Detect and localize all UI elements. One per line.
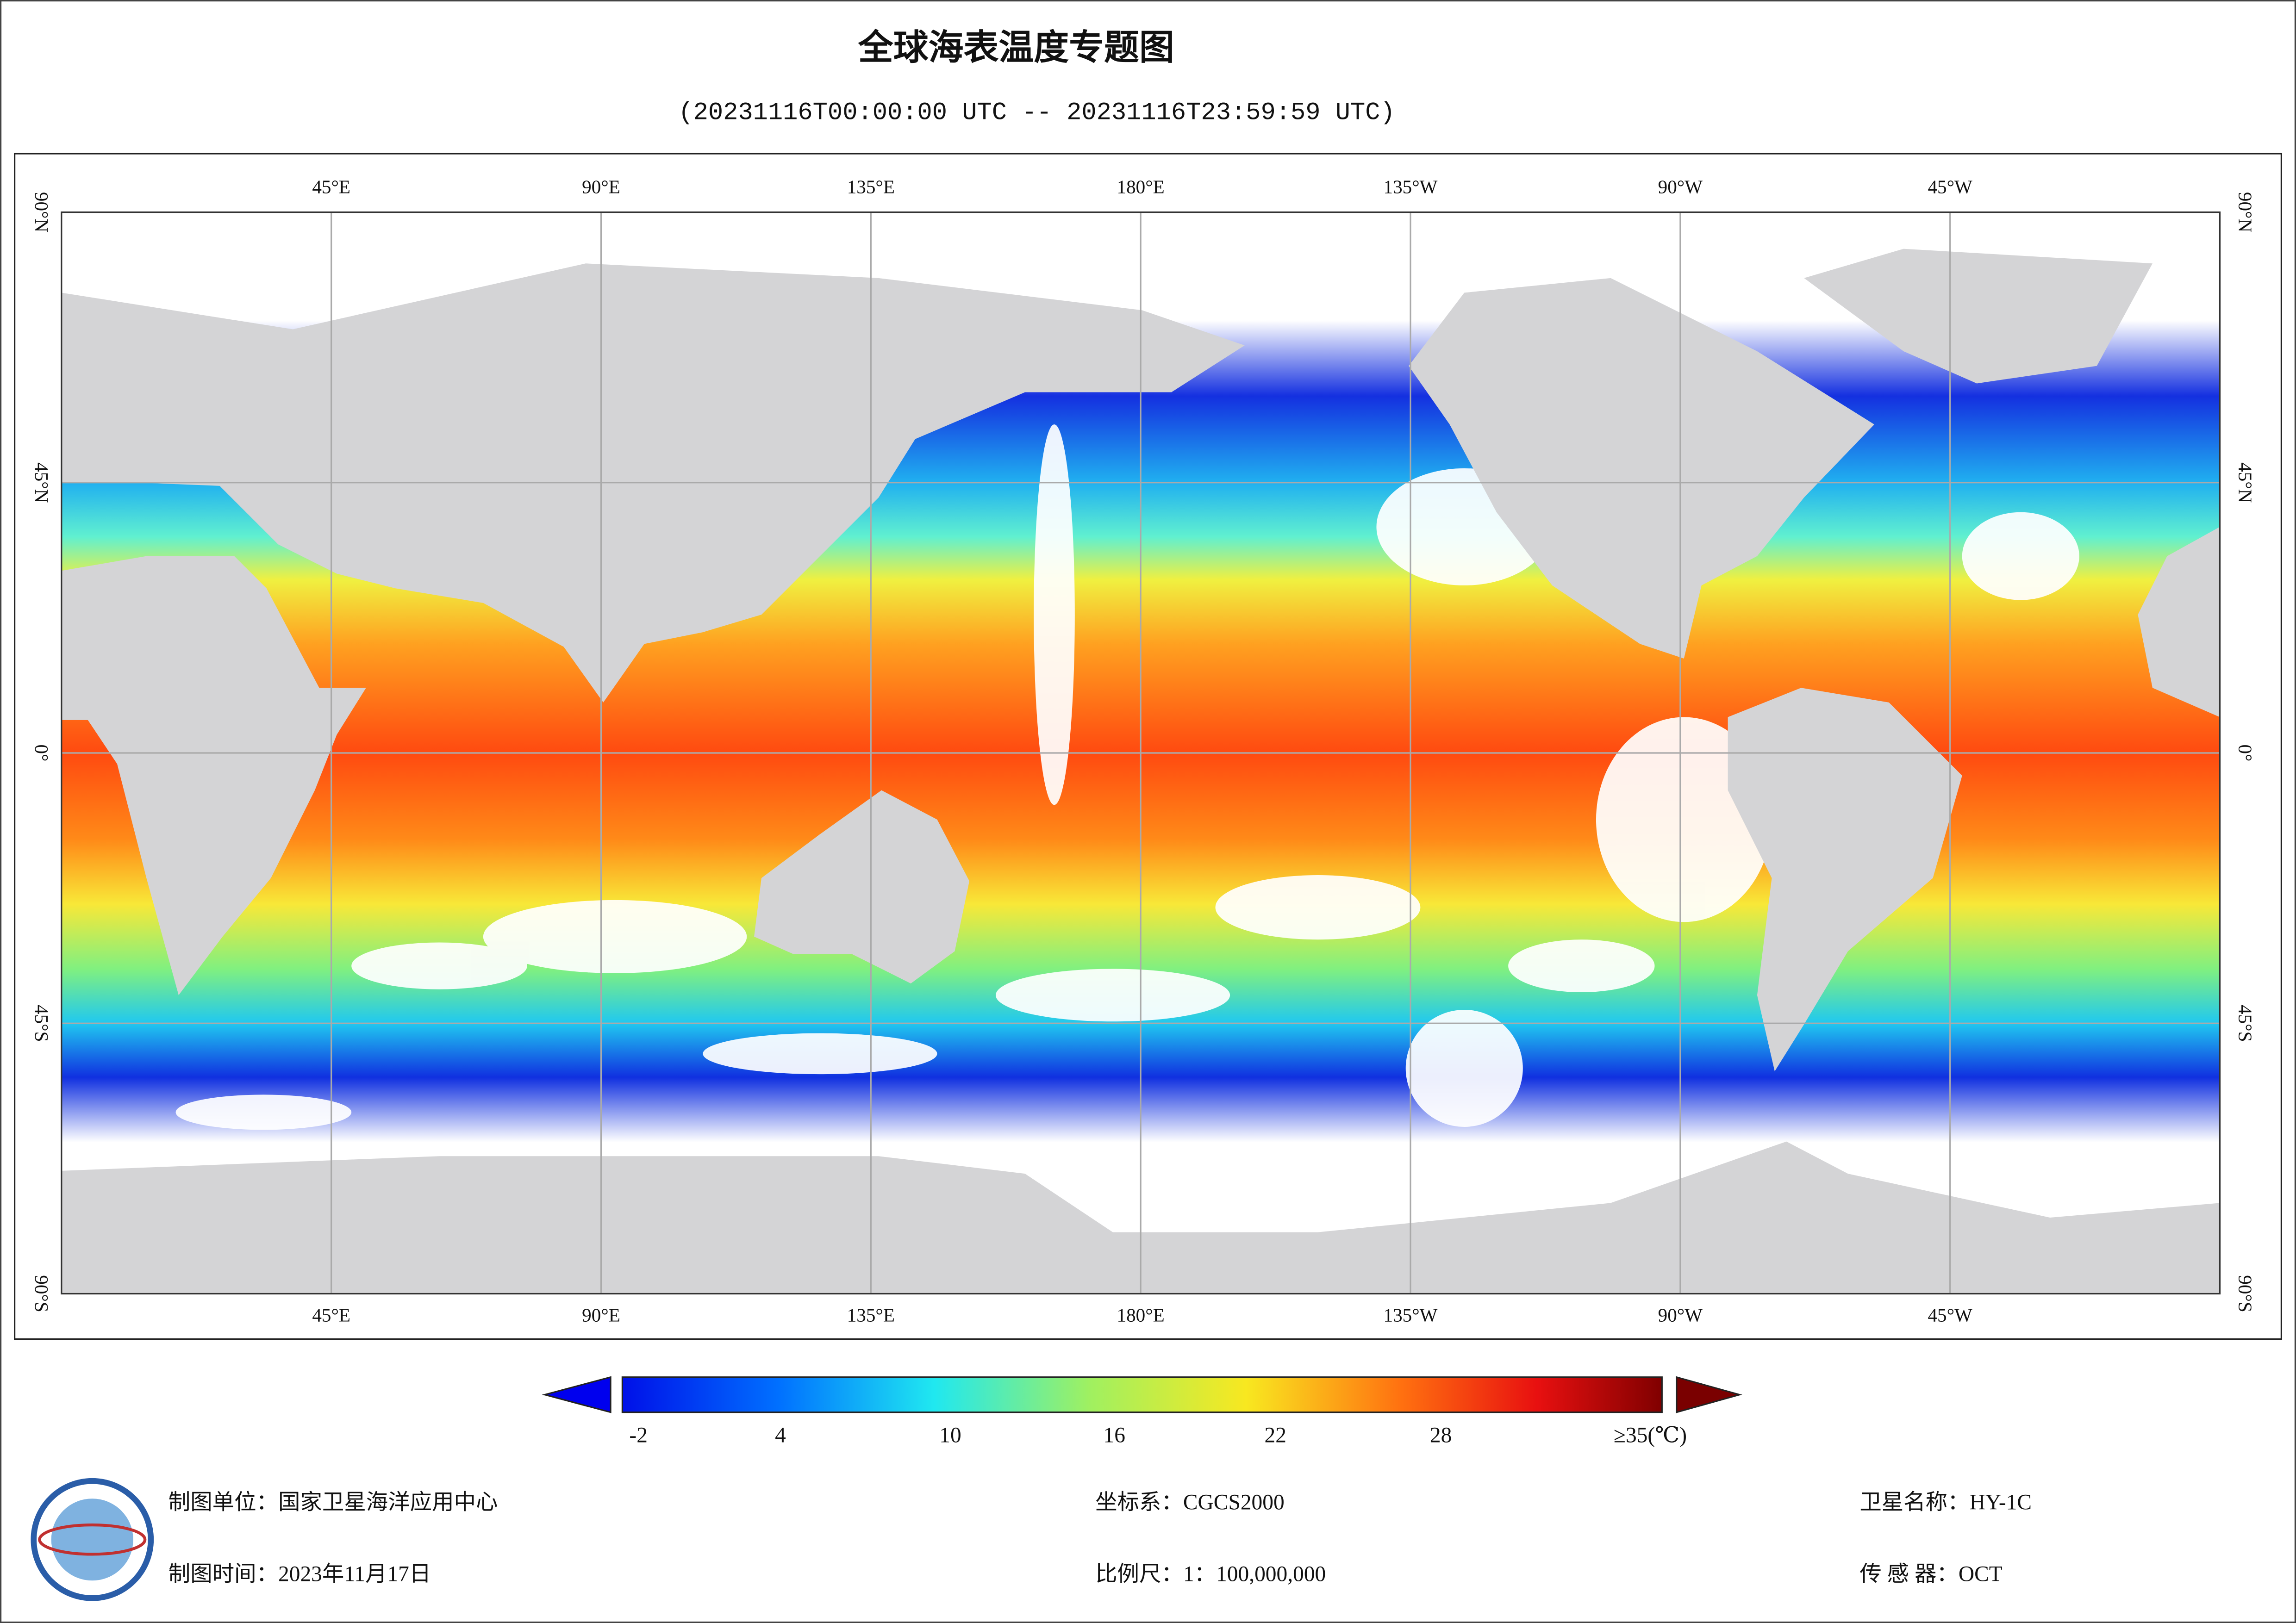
- lon-label-top: 135°W: [1384, 176, 1438, 197]
- colorbar-tick-label: 10: [939, 1423, 961, 1447]
- lon-label-bottom: 45°E: [312, 1305, 350, 1326]
- lon-label-top: 135°E: [847, 176, 895, 197]
- lat-label-left: 0°: [31, 745, 52, 762]
- colorbar-ramp: [621, 1376, 1663, 1413]
- map-border: [61, 211, 2221, 1295]
- lat-label-right: 45°N: [2235, 462, 2256, 503]
- lon-label-bottom: 135°W: [1384, 1305, 1438, 1326]
- coordinate-system: 坐标系：CGCS2000: [1095, 1491, 1285, 1515]
- lat-label-right: 90°S: [2235, 1275, 2256, 1312]
- lon-label-top: 90°E: [582, 176, 620, 197]
- map-body: [61, 211, 2221, 1295]
- colorbar: [542, 1376, 1742, 1413]
- colorbar-tick-label: 16: [1104, 1423, 1125, 1447]
- colorbar-max-arrow: [1676, 1376, 1742, 1413]
- lon-label-top: 45°E: [312, 176, 350, 197]
- colorbar-tick-label: -2: [629, 1423, 648, 1447]
- satellite-name: 卫星名称：HY-1C: [1859, 1491, 2032, 1515]
- lat-label-left: 45°N: [31, 462, 52, 503]
- lon-label-bottom: 135°E: [847, 1305, 895, 1326]
- lon-label-top: 45°W: [1928, 176, 1972, 197]
- colorbar-tick-label: 22: [1264, 1423, 1286, 1447]
- lat-label-left: 45°S: [31, 1005, 52, 1042]
- colorbar-tick-label: ≥35(℃): [1614, 1423, 1687, 1447]
- lon-label-bottom: 90°W: [1658, 1305, 1703, 1326]
- lon-label-bottom: 45°W: [1928, 1305, 1972, 1326]
- map-frame: [14, 153, 2282, 1340]
- mapping-time: 制图时间：2023年11月17日: [168, 1562, 431, 1586]
- colorbar-min-arrow: [542, 1376, 611, 1413]
- lat-label-left: 90°N: [31, 192, 52, 232]
- map-subtitle: (20231116T00:00:00 UTC -- 20231116T23:59…: [678, 99, 1395, 127]
- lat-label-right: 45°S: [2235, 1005, 2256, 1042]
- lon-label-bottom: 90°E: [582, 1305, 620, 1326]
- mapping-unit: 制图单位：国家卫星海洋应用中心: [168, 1491, 498, 1515]
- map-title: 全球海表温度专题图: [858, 27, 1174, 68]
- logo: [31, 1478, 154, 1601]
- colorbar-tick-label: 28: [1430, 1423, 1452, 1447]
- colorbar-tick-label: 4: [775, 1423, 786, 1447]
- map-scale: 比例尺：1：100,000,000: [1095, 1562, 1326, 1586]
- lon-label-bottom: 180°E: [1117, 1305, 1165, 1326]
- lat-label-right: 90°N: [2235, 192, 2256, 232]
- graticule: [61, 212, 2220, 1294]
- lat-label-right: 0°: [2235, 745, 2256, 762]
- lon-label-top: 90°W: [1658, 176, 1703, 197]
- lat-label-left: 90°S: [31, 1275, 52, 1312]
- sensor-name: 传 感 器：OCT: [1859, 1562, 2002, 1586]
- lon-label-top: 180°E: [1117, 176, 1165, 197]
